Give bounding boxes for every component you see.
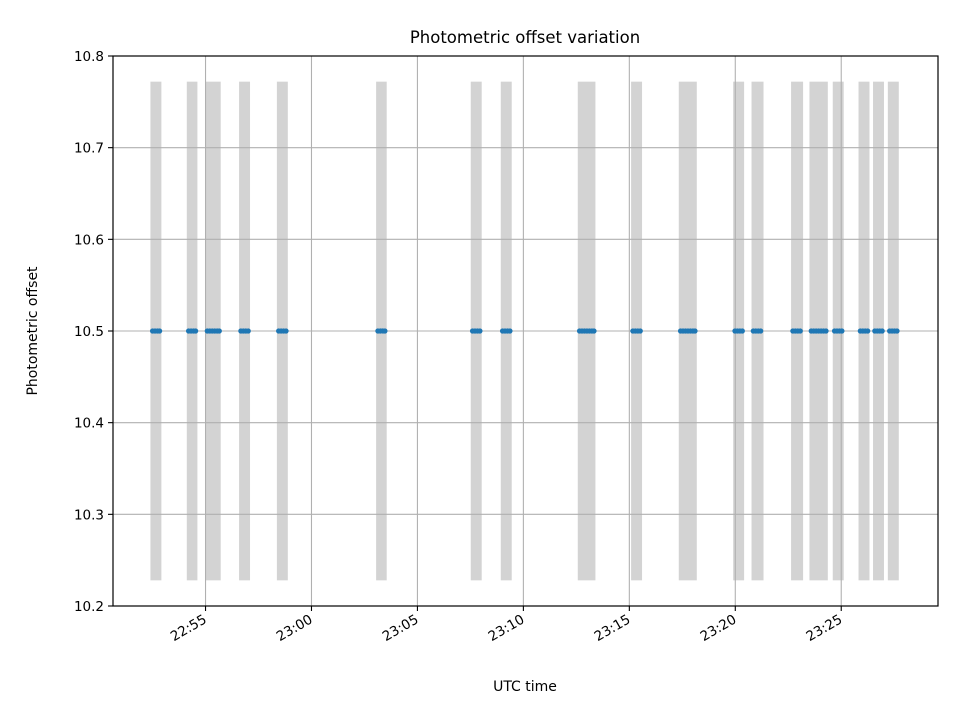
y-tick-label: 10.2 — [74, 599, 104, 615]
data-point — [839, 328, 845, 334]
data-point — [157, 328, 163, 334]
data-point — [692, 328, 698, 334]
data-point — [758, 328, 764, 334]
y-tick-label: 10.5 — [74, 324, 104, 340]
data-point — [879, 328, 885, 334]
data-point — [637, 328, 643, 334]
x-axis-label: UTC time — [493, 679, 557, 695]
y-axis-label: Photometric offset — [25, 266, 41, 396]
data-point — [216, 328, 222, 334]
data-point — [283, 328, 289, 334]
data-point — [507, 328, 513, 334]
data-point — [591, 328, 597, 334]
data-point — [865, 328, 871, 334]
data-point — [477, 328, 483, 334]
y-tick-label: 10.3 — [74, 507, 104, 523]
y-tick-label: 10.4 — [74, 416, 104, 432]
data-point — [894, 328, 900, 334]
points-layer — [149, 328, 900, 334]
data-point — [382, 328, 388, 334]
y-tick-label: 10.7 — [74, 141, 104, 157]
data-point — [797, 328, 803, 334]
y-tick-label: 10.8 — [74, 49, 104, 65]
data-point — [739, 328, 745, 334]
y-tick-label: 10.6 — [74, 232, 104, 248]
data-point — [193, 328, 199, 334]
chart-title: Photometric offset variation — [410, 28, 640, 47]
data-point — [823, 328, 829, 334]
data-point — [245, 328, 251, 334]
